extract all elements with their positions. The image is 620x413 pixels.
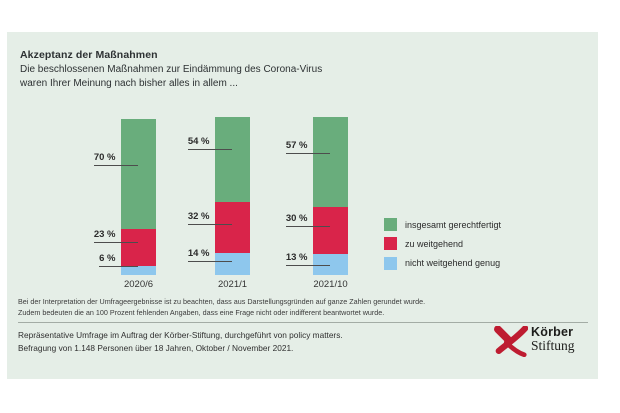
bar-segment-insgesamt-gerechtfertigt bbox=[313, 117, 348, 208]
logo-name: Körber bbox=[531, 325, 574, 339]
bar-segment-zu-weitgehend bbox=[313, 207, 348, 255]
x-axis-label: 2020/6 bbox=[123, 279, 154, 290]
bar-2021-1 bbox=[215, 117, 250, 275]
bar-2021-10 bbox=[313, 117, 348, 275]
legend-swatch bbox=[384, 237, 397, 251]
source-line2: Befragung von 1.148 Personen über 18 Jah… bbox=[18, 343, 294, 353]
koerber-k-mark-icon bbox=[494, 326, 528, 357]
legend-item: insgesamt gerechtfertigt bbox=[384, 218, 501, 231]
logo-wordmark: Körber Stiftung bbox=[531, 326, 575, 357]
legend-swatch bbox=[384, 256, 397, 270]
bar-segment-insgesamt-gerechtfertigt bbox=[121, 118, 156, 230]
legend-label: nicht weitgehend genug bbox=[405, 258, 501, 269]
chart-card bbox=[7, 32, 598, 379]
bar-segment-nicht-weitgehend-genug bbox=[121, 265, 156, 275]
x-axis-label: 2021/1 bbox=[217, 279, 248, 290]
value-label: 32 % bbox=[187, 212, 232, 225]
value-label: 23 % bbox=[93, 230, 138, 243]
x-axis-label: 2021/10 bbox=[313, 279, 348, 290]
value-label: 6 % bbox=[99, 254, 138, 267]
value-label: 30 % bbox=[285, 214, 330, 227]
logo-subname: Stiftung bbox=[531, 338, 575, 353]
legend-item: nicht weitgehend genug bbox=[384, 256, 501, 270]
legend-label: insgesamt gerechtfertigt bbox=[405, 219, 502, 230]
legend-label: zu weitgehend bbox=[405, 238, 464, 249]
chart-subtitle-line2: waren Ihrer Meinung nach bisher alles in… bbox=[20, 78, 238, 89]
bar-2020-6 bbox=[121, 118, 156, 275]
bar-segment-zu-weitgehend bbox=[215, 202, 250, 253]
legend-swatch bbox=[384, 218, 397, 231]
divider-line bbox=[18, 322, 588, 323]
value-label: 70 % bbox=[93, 153, 138, 166]
value-label: 57 % bbox=[285, 141, 330, 154]
bar-segment-insgesamt-gerechtfertigt bbox=[215, 117, 250, 203]
footnote-line1: Bei der Interpretation der Umfrageergebn… bbox=[18, 297, 426, 306]
footnote-line2: Zudem bedeuten die an 100 Prozent fehlen… bbox=[18, 308, 385, 317]
koerber-stiftung-logo: Körber Stiftung bbox=[494, 326, 575, 357]
bar-segment-nicht-weitgehend-genug bbox=[313, 254, 348, 275]
source-line1: Repräsentative Umfrage im Auftrag der Kö… bbox=[18, 330, 343, 340]
value-label: 54 % bbox=[187, 137, 232, 150]
bar-segment-zu-weitgehend bbox=[121, 229, 156, 266]
bar-segment-nicht-weitgehend-genug bbox=[215, 252, 250, 275]
legend-item: zu weitgehend bbox=[384, 237, 464, 251]
value-label: 14 % bbox=[187, 249, 232, 262]
value-label: 13 % bbox=[285, 253, 330, 266]
chart-subtitle-line1: Die beschlossenen Maßnahmen zur Eindämmu… bbox=[20, 64, 323, 75]
chart-title: Akzeptanz der Maßnahmen bbox=[20, 49, 158, 61]
